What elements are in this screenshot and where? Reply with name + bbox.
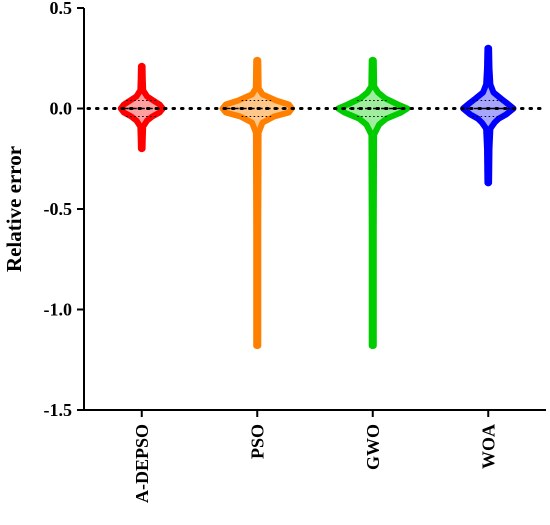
violin-a-depso [117,62,166,153]
violin-min-point [369,342,377,350]
violin-min-point [253,342,261,350]
x-tick-label: PSO [247,424,267,459]
y-tick-label: -1.5 [44,400,73,420]
violin-body [219,57,295,349]
axes: 0.5 0.0 -0.5 -1.0 -1.5 A-DEPSO PSO GWO WOA [44,0,546,503]
violin-pso [219,56,295,350]
violin-max-point [369,56,377,64]
y-tick-label: 0.0 [50,99,73,119]
violin-body [335,57,411,349]
violin-body [460,45,517,186]
violin-gwo [335,56,411,350]
y-tick-label: 0.5 [50,0,73,18]
x-tick-label: GWO [363,424,383,470]
violin-min-point [138,145,146,153]
x-tick-label: A-DEPSO [132,424,152,503]
violin-max-point [484,44,492,52]
violin-layer [117,44,517,350]
violin-max-point [253,56,261,64]
violin-max-point [138,62,146,70]
y-tick-label: -0.5 [44,199,73,219]
x-tick-label: WOA [478,424,498,469]
y-axis-title: Relative error [2,146,26,272]
violin-woa [460,44,517,187]
violin-min-point [484,179,492,187]
y-tick-label: -1.0 [44,300,73,320]
